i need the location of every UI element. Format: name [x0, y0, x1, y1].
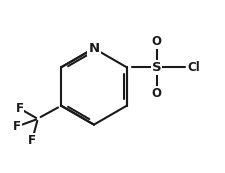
- Text: N: N: [88, 42, 99, 55]
- Text: F: F: [13, 120, 21, 133]
- Text: O: O: [151, 35, 161, 48]
- Text: F: F: [28, 134, 36, 147]
- Text: F: F: [16, 102, 24, 115]
- Text: S: S: [151, 61, 161, 74]
- Text: Cl: Cl: [186, 61, 199, 74]
- Text: O: O: [151, 87, 161, 100]
